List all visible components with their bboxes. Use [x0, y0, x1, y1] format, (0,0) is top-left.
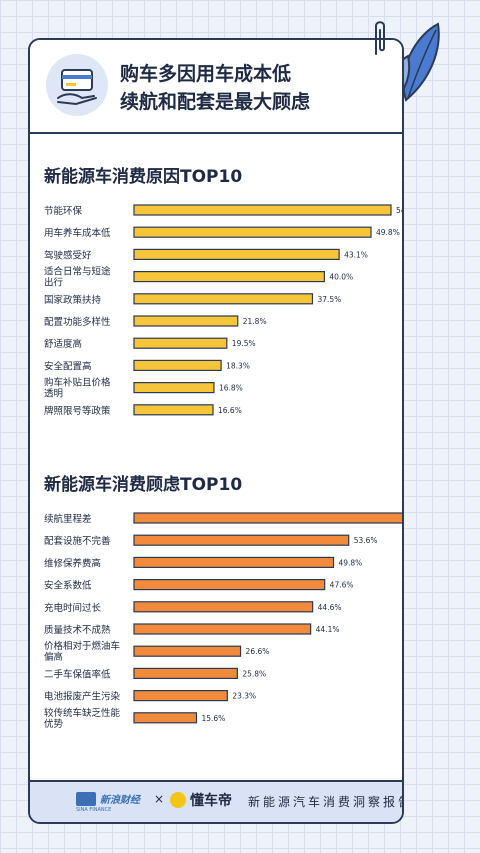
sina-finance-logo-icon	[76, 792, 96, 806]
dongchedi-logo-text: 懂车帝	[190, 793, 232, 809]
bar-1	[133, 512, 402, 524]
page-title: 购车多因用车成本低 续航和配套是最大顾虑	[120, 60, 310, 116]
title-line-1: 购车多因用车成本低	[120, 63, 292, 85]
header-panel: 购车多因用车成本低 续航和配套是最大顾虑	[30, 40, 402, 134]
bar-value-label-9: 23.3%	[232, 692, 256, 701]
bar-value-label-10: 15.6%	[201, 714, 225, 723]
bar-value-label-2: 49.8%	[376, 228, 400, 237]
bar-label-7: 价格相对于燃油车	[44, 640, 120, 652]
bar-value-label-7: 26.6%	[246, 647, 270, 656]
bar-value-label-4: 47.6%	[330, 581, 354, 590]
sina-finance-logo-text: 新浪财经	[100, 795, 140, 806]
bar-value-label-5: 44.6%	[318, 603, 342, 612]
report-card: 购车多因用车成本低 续航和配套是最大顾虑 新能源车消费原因TOP10 节能环保 5…	[28, 38, 404, 824]
bar-label-4: 适合日常与短途	[44, 266, 111, 278]
bar-value-label-6: 21.8%	[243, 317, 267, 326]
concerns-section-title: 新能源车消费顾虑TOP10	[44, 475, 243, 495]
bar-value-label-3: 43.1%	[344, 250, 368, 259]
bar-7	[133, 645, 242, 657]
bar-value-label-7: 19.5%	[232, 339, 256, 348]
bar-value-label-4: 40.0%	[329, 273, 353, 282]
bar-value-label-3: 49.8%	[338, 558, 362, 567]
bar-label-10: 较传统车缺乏性能	[44, 707, 121, 719]
bar-label-1: 续航里程差	[44, 513, 92, 525]
report-title: 新能源汽车消费洞察报告	[248, 795, 404, 809]
bar-label-3: 维修保养费高	[44, 557, 101, 569]
bar-9	[133, 690, 228, 702]
bar-label-8: 二手车保值率低	[44, 668, 111, 680]
bar-7	[133, 337, 228, 349]
chart-svg: 节能环保 54.0% 用车养车成本低 49.8% 驾驶感受好 43.1% 适合日常与短途出行…	[44, 204, 404, 417]
bar-label-4: 出行	[44, 277, 64, 289]
paper-clip-icon	[375, 21, 385, 55]
footer-bar: 新浪财经 SINA FINANCE × 懂车帝 新能源汽车消费洞察报告	[30, 780, 402, 822]
bar-3	[133, 556, 335, 569]
sina-finance-logo-sub: SINA FINANCE	[76, 807, 112, 813]
bar-2	[133, 534, 350, 546]
bar-label-2: 用车养车成本低	[44, 227, 111, 239]
bar-5	[133, 601, 314, 613]
bar-label-5: 充电时间过长	[44, 602, 102, 614]
bar-label-6: 配置功能多样性	[44, 316, 111, 328]
bar-5	[133, 293, 314, 305]
bar-label-1: 节能环保	[44, 205, 83, 217]
bar-label-10: 优势	[44, 718, 64, 730]
bar-10	[133, 712, 198, 724]
bar-value-label-5: 37.5%	[317, 295, 341, 304]
bar-value-label-10: 16.6%	[218, 406, 242, 415]
bar-label-9: 透明	[44, 389, 63, 400]
bar-value-label-6: 44.1%	[316, 625, 340, 634]
payment-icon	[46, 54, 108, 116]
bar-value-label-8: 25.8%	[242, 669, 266, 678]
bar-4	[133, 578, 326, 591]
concerns-chart: 续航里程差68.9%配套设施不完善53.6%维修保养费高49.8%安全系数低47…	[30, 508, 402, 738]
dongchedi-logo-icon	[170, 792, 186, 808]
bar-8	[133, 667, 238, 679]
bar-8	[133, 359, 222, 371]
bar-3	[133, 248, 340, 261]
bar-label-4: 安全系数低	[44, 580, 92, 592]
bar-label-2: 配套设施不完善	[44, 535, 111, 547]
bar-label-6: 质量技术不成熟	[44, 624, 111, 636]
bar-9	[133, 382, 215, 394]
partner-separator: ×	[154, 792, 165, 806]
title-line-2: 续航和配套是最大顾虑	[120, 91, 311, 113]
bar-label-9: 购车补贴且价格	[44, 377, 111, 389]
bar-6	[133, 315, 239, 327]
bar-label-7: 舒适度高	[44, 338, 82, 350]
bar-10	[133, 404, 214, 416]
reasons-chart: 节能环保 54.0% 用车养车成本低 49.8% 驾驶感受好 43.1% 适合日常与短途出行…	[30, 200, 404, 430]
bar-label-10: 牌照限号等政策	[44, 405, 111, 417]
bar-value-label-2: 53.6%	[354, 536, 378, 545]
bar-value-label-1: 54.0%	[396, 206, 404, 215]
bar-1	[133, 204, 392, 216]
bar-label-8: 安全配置高	[44, 360, 92, 372]
bar-label-5: 国家政策扶持	[44, 294, 102, 306]
bar-value-label-9: 16.8%	[219, 384, 243, 393]
bar-2	[133, 226, 372, 238]
bar-label-9: 电池报废产生污染	[44, 691, 121, 703]
bar-value-label-8: 18.3%	[226, 361, 250, 370]
bar-4	[133, 270, 325, 283]
bar-label-3: 驾驶感受好	[44, 249, 92, 261]
bar-label-7: 偏高	[44, 651, 63, 663]
chart-svg: 续航里程差68.9%配套设施不完善53.6%维修保养费高49.8%安全系数低47…	[44, 512, 402, 730]
bar-6	[133, 623, 312, 635]
reasons-section-title: 新能源车消费原因TOP10	[44, 167, 243, 187]
